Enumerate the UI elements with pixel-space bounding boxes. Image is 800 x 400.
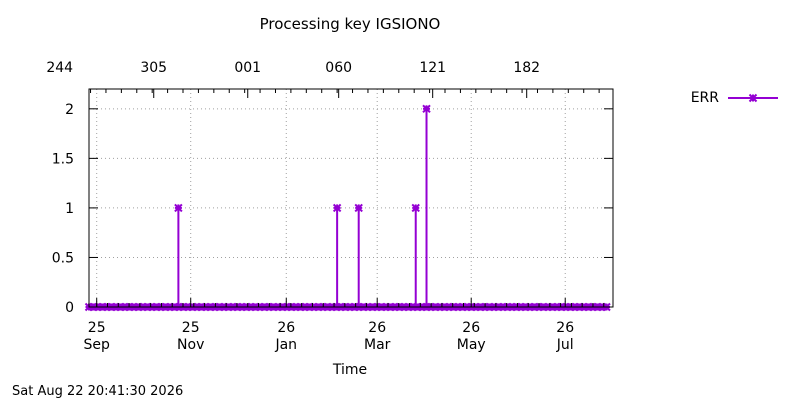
top-tick-label: 244 <box>46 60 73 76</box>
x-tick-label-month: Jul <box>556 337 574 353</box>
grid <box>89 89 613 307</box>
top-tick-label: 001 <box>234 60 261 76</box>
x-tick-label-month: Mar <box>364 337 391 353</box>
x-tick-label-day: 25 <box>182 320 200 336</box>
x-tick-label-day: 26 <box>277 320 295 336</box>
x-tick-label-day: 26 <box>556 320 574 336</box>
x-tick-label-month: Sep <box>84 337 111 353</box>
legend-label: ERR <box>691 90 720 106</box>
y-tick-label: 2 <box>65 102 74 118</box>
chart-title: Processing key IGSIONO <box>260 15 441 33</box>
top-tick-label: 305 <box>140 60 167 76</box>
plot-frame <box>88 88 614 308</box>
tick-layer <box>89 89 613 308</box>
x-tick-label-month: Jan <box>274 337 297 353</box>
legend-marker <box>748 93 758 103</box>
x-tick-label-day: 25 <box>88 320 106 336</box>
timestamp: Sat Aug 22 20:41:30 2026 <box>12 384 183 399</box>
x-tick-label-day: 26 <box>368 320 386 336</box>
series-layer <box>84 104 611 312</box>
spike-marker <box>422 104 431 114</box>
spike-marker <box>174 203 183 213</box>
legend: ERR <box>691 90 778 106</box>
top-tick-label: 182 <box>513 60 540 76</box>
y-tick-label: 1.5 <box>52 151 74 167</box>
x-axis-label: Time <box>332 362 367 378</box>
spike-marker <box>332 203 342 213</box>
y-tick-label: 0.5 <box>52 250 74 266</box>
x-tick-label-month: May <box>457 337 486 353</box>
spike-marker <box>411 203 420 213</box>
y-tick-label: 1 <box>65 201 74 217</box>
top-tick-label: 121 <box>419 60 446 76</box>
x-tick-label-day: 26 <box>462 320 480 336</box>
x-tick-label-month: Nov <box>177 337 204 353</box>
y-tick-label: 0 <box>65 300 74 316</box>
tick-label-layer: 00.511.5225Sep25Nov26Jan26Mar26May26Jul2… <box>46 60 574 353</box>
top-tick-label: 060 <box>325 60 352 76</box>
legend-marker-glyph <box>748 93 758 103</box>
spike-marker <box>354 203 363 213</box>
